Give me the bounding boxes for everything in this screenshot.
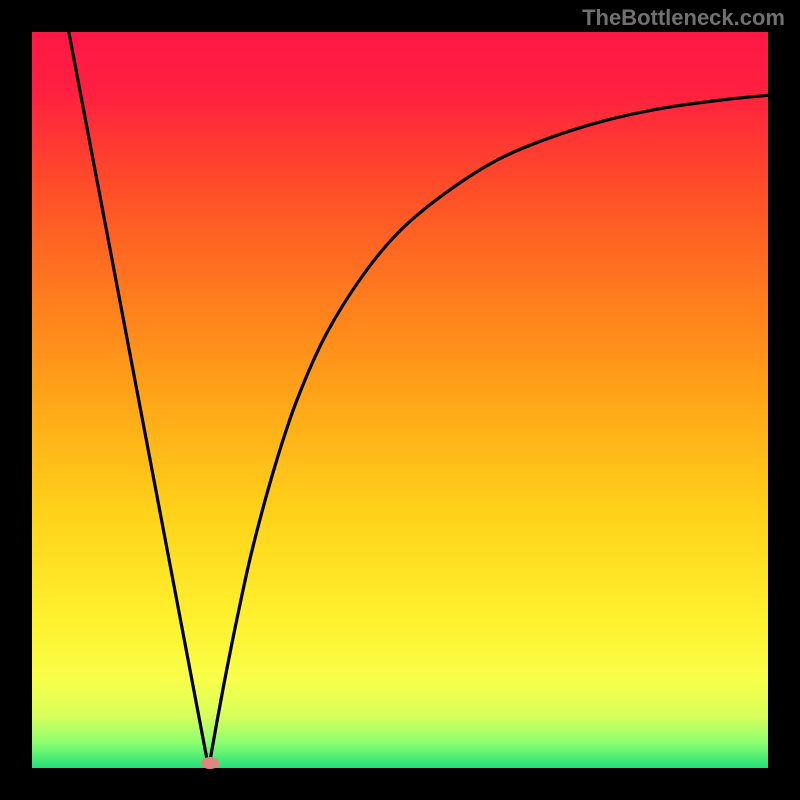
frame-right [768,0,800,800]
frame-left [0,0,32,800]
watermark-text: TheBottleneck.com [582,5,785,31]
frame-bottom [0,768,800,800]
optimum-marker [201,757,219,769]
plot-area [32,32,768,768]
gradient-background [32,32,768,768]
